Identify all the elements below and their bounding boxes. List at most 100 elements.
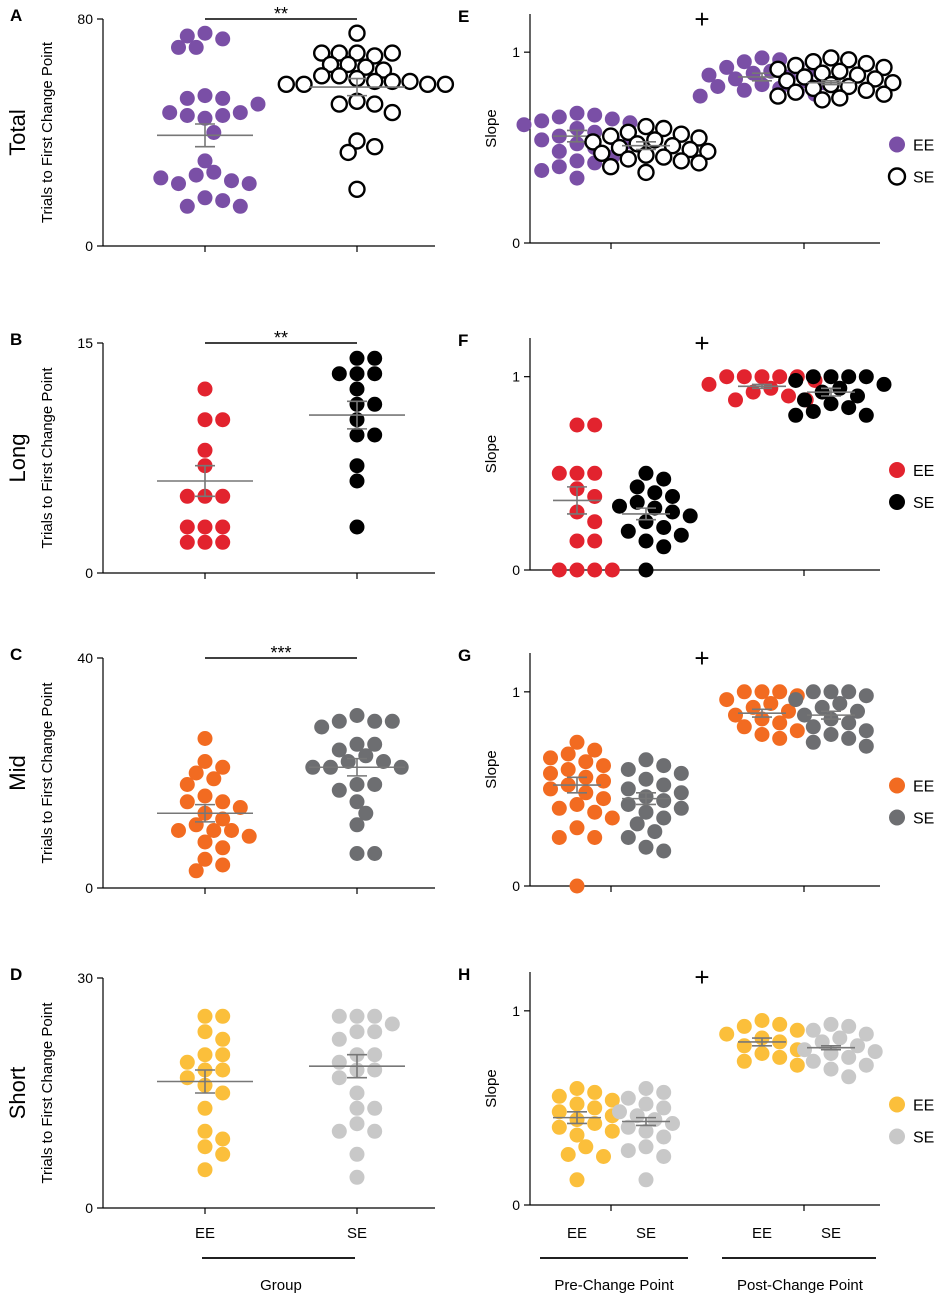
legend-marker-ee bbox=[889, 136, 905, 153]
series-ee-pre-point-9 bbox=[587, 1116, 603, 1131]
series-se-pre-point-3 bbox=[672, 125, 690, 143]
series-se-point-10 bbox=[367, 427, 383, 443]
series-ee-point-17 bbox=[197, 1162, 213, 1178]
y-tick-label: 0 bbox=[85, 1200, 93, 1216]
series-se-pre-point-6 bbox=[646, 131, 664, 149]
series-ee-pre-point-0 bbox=[569, 105, 585, 121]
series-se-pre-point-6 bbox=[612, 498, 627, 514]
series-se-pre-point-15 bbox=[647, 824, 663, 840]
series-ee-point-12 bbox=[188, 817, 204, 833]
series-ee-point-2 bbox=[188, 39, 204, 55]
series-se-point-0 bbox=[349, 1008, 365, 1024]
legend-label: EE bbox=[913, 779, 934, 796]
series-ee-point-2 bbox=[215, 759, 231, 775]
series-ee-point-11 bbox=[197, 534, 213, 550]
series-ee-post-point-1 bbox=[772, 1016, 788, 1032]
series-ee-pre-point-20 bbox=[551, 830, 567, 845]
series-ee-point-19 bbox=[171, 176, 186, 192]
series-se-point-14 bbox=[349, 1100, 365, 1116]
series-se-post-point-13 bbox=[823, 1061, 839, 1077]
legend-marker-se bbox=[889, 1128, 905, 1145]
series-se-point-12 bbox=[349, 473, 365, 489]
series-se-post-point-1 bbox=[841, 684, 857, 700]
series-se-pre-point-18 bbox=[690, 154, 708, 172]
series-ee-pre-point-3 bbox=[587, 465, 603, 481]
series-ee-point-16 bbox=[241, 828, 257, 844]
series-se-pre-point-5 bbox=[612, 1104, 627, 1120]
series-se-point-2 bbox=[331, 1008, 347, 1024]
series-se-post-point-16 bbox=[858, 738, 874, 754]
series-se-post-point-8 bbox=[867, 1044, 883, 1060]
series-ee-point-11 bbox=[215, 811, 231, 827]
series-se-point-4 bbox=[314, 719, 330, 735]
series-ee-pre-point-4 bbox=[534, 113, 550, 129]
series-ee-point-18 bbox=[215, 840, 231, 856]
series-se-pre-point-5 bbox=[690, 129, 708, 147]
x-axis-label: Group bbox=[260, 1277, 302, 1294]
series-ee-pre-point-1 bbox=[587, 107, 603, 123]
series-ee-pre-point-11 bbox=[604, 1123, 620, 1139]
series-se-pre-point-11 bbox=[681, 140, 699, 159]
series-ee-pre-point-11 bbox=[534, 132, 550, 148]
series-se-post-point-0 bbox=[823, 1016, 839, 1032]
series-ee-point-12 bbox=[215, 534, 231, 550]
series-se-point-20 bbox=[349, 1169, 365, 1185]
series-ee-pre-point-2 bbox=[551, 109, 567, 125]
series-ee-post-point-11 bbox=[736, 719, 752, 735]
series-se-point-16 bbox=[349, 1116, 365, 1132]
series-se-post-point-12 bbox=[805, 404, 821, 419]
series-ee-pre-point-18 bbox=[569, 820, 585, 836]
series-se-pre-point-16 bbox=[620, 830, 636, 845]
series-se-point-1 bbox=[348, 44, 366, 62]
series-ee-post-point-8 bbox=[701, 67, 717, 83]
series-ee-point-5 bbox=[215, 1047, 231, 1063]
significance-plus: + bbox=[694, 328, 709, 358]
series-ee-post-point-9 bbox=[754, 1046, 770, 1061]
series-ee-point-0 bbox=[197, 731, 213, 746]
series-ee-point-11 bbox=[215, 1085, 231, 1101]
series-se-point-0 bbox=[349, 708, 365, 723]
y-tick-label: 1 bbox=[512, 1003, 520, 1019]
series-se-post-point-0 bbox=[823, 684, 839, 700]
series-ee-pre-point-16 bbox=[587, 804, 603, 820]
series-ee-post-point-7 bbox=[781, 703, 796, 719]
series-se-pre-point-13 bbox=[656, 810, 672, 826]
series-ee-pre-point-4 bbox=[551, 465, 567, 481]
series-ee-point-20 bbox=[215, 857, 231, 873]
series-se-pre-point-14 bbox=[638, 533, 654, 549]
series-se-pre-point-2 bbox=[629, 479, 645, 495]
series-ee-point-8 bbox=[215, 1062, 231, 1078]
series-ee-point-9 bbox=[179, 1070, 195, 1086]
series-ee-point-1 bbox=[197, 754, 213, 769]
series-ee-pre-point-15 bbox=[551, 143, 567, 159]
series-se-pre-point-12 bbox=[699, 142, 717, 161]
series-se-post-point-13 bbox=[823, 727, 839, 742]
series-ee-point-13 bbox=[206, 823, 222, 838]
series-se-post-point-13 bbox=[884, 73, 902, 92]
x-tick-label: EE bbox=[752, 1225, 772, 1242]
series-se-point-16 bbox=[331, 782, 347, 798]
series-se-pre-point-12 bbox=[638, 1139, 654, 1155]
series-ee-pre-point-2 bbox=[569, 465, 585, 481]
y-axis-label: Slope bbox=[483, 750, 500, 788]
series-se-pre-point-10 bbox=[638, 514, 654, 530]
x-tick-label: EE bbox=[567, 1225, 587, 1242]
series-se-pre-point-5 bbox=[629, 494, 645, 510]
series-ee-post-point-10 bbox=[728, 392, 743, 408]
series-se-post-point-7 bbox=[797, 1042, 812, 1058]
series-se-point-15 bbox=[367, 1100, 383, 1116]
series-se-pre-point-15 bbox=[638, 1172, 654, 1188]
series-ee-pre-point-16 bbox=[569, 1172, 585, 1188]
series-ee-point-21 bbox=[188, 863, 204, 879]
series-ee-point-7 bbox=[179, 90, 195, 106]
y-tick-label: 0 bbox=[512, 235, 520, 251]
series-se-post-point-12 bbox=[778, 72, 796, 90]
series-ee-post-point-5 bbox=[763, 696, 779, 711]
series-ee-post-point-2 bbox=[736, 54, 752, 70]
series-se-post-point-11 bbox=[805, 1053, 821, 1069]
series-se-pre-point-16 bbox=[638, 562, 654, 578]
legend-label: SE bbox=[913, 170, 934, 187]
series-se-pre-point-3 bbox=[638, 1096, 654, 1112]
y-tick-label: 0 bbox=[85, 565, 93, 581]
legend-marker-se bbox=[889, 809, 905, 826]
